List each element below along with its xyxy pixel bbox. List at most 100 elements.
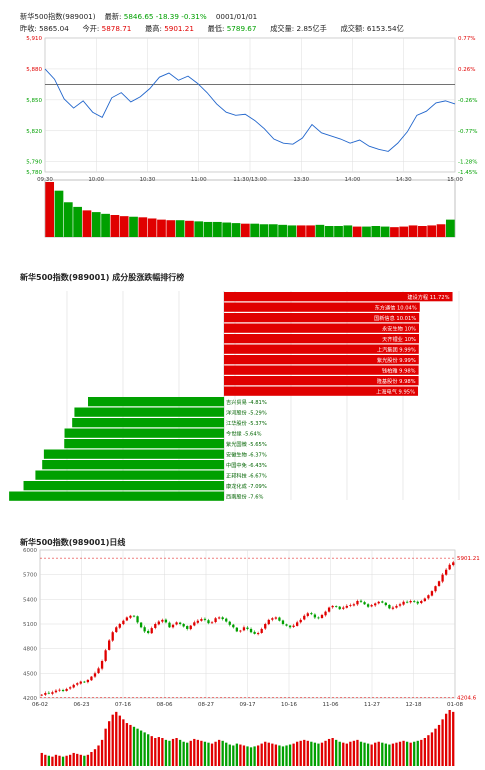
candle-body — [366, 604, 370, 607]
daily-title: 新华500指数(989001)日线 — [20, 538, 126, 547]
candle-body — [278, 617, 281, 621]
candle-body — [352, 604, 356, 606]
candle-body — [264, 624, 267, 629]
candle-body — [210, 622, 214, 624]
ranking-label: 洋河股份 -5.29% — [226, 408, 267, 416]
ranking-bar — [224, 313, 420, 323]
daily-volume-bar — [264, 741, 267, 766]
candle-body — [391, 607, 395, 609]
intraday-volume-bar — [73, 206, 82, 237]
intraday-right-tick: 0.26% — [458, 67, 475, 73]
intraday-left-tick: 5,780 — [26, 170, 42, 176]
daily-volume-bar — [427, 735, 430, 766]
candle-body — [104, 650, 107, 661]
daily-volume-bar — [47, 755, 51, 766]
candle-body — [207, 620, 210, 624]
candle-body — [303, 615, 306, 620]
daily-volume-bar — [331, 738, 334, 766]
daily-high-label: 5901.21 — [457, 556, 480, 562]
daily-volume-bar — [189, 740, 192, 766]
prev-close-value: 5865.04 — [39, 24, 69, 33]
daily-x-tick: 01-08 — [447, 702, 463, 708]
daily-volume-bar — [207, 742, 210, 766]
candle-body — [171, 624, 175, 628]
daily-volume-bar — [285, 745, 288, 766]
candle-body — [76, 683, 79, 685]
intraday-volume-bar — [445, 219, 455, 237]
daily-y-tick: 4200 — [23, 696, 37, 702]
candle-body — [288, 625, 292, 628]
daily-volume-bar — [221, 740, 224, 766]
intraday-volume-bar — [157, 219, 166, 237]
daily-volume-bar — [161, 738, 164, 766]
intraday-volume-bar — [213, 221, 222, 237]
candle-body — [54, 690, 58, 693]
daily-volume-bar — [288, 744, 292, 766]
candle-body — [409, 600, 412, 603]
daily-volume-bar — [143, 732, 146, 766]
candle-body — [65, 688, 68, 691]
candle-body — [196, 620, 199, 623]
daily-volume-bar — [196, 739, 199, 766]
candle-body — [186, 626, 189, 629]
ranking-bar — [72, 418, 224, 428]
daily-volume-bar — [402, 740, 405, 766]
candle-body — [136, 616, 139, 623]
index-name: 新华500指数(989001) — [20, 12, 96, 21]
daily-volume-bar — [182, 741, 185, 766]
ranking-label: 钱柏雅 9.98% — [382, 366, 416, 374]
daily-volume-bar — [253, 746, 256, 766]
daily-volume-bar — [434, 728, 437, 766]
candle-body — [235, 627, 239, 632]
daily-volume-bar — [359, 741, 363, 766]
intraday-volume-frame — [44, 179, 456, 238]
ranking-bar — [43, 449, 225, 459]
daily-low-label: 4204.6 — [457, 696, 477, 702]
daily-volume-bar — [349, 741, 352, 766]
daily-volume-bar — [292, 743, 295, 766]
daily-x-tick: 08-27 — [198, 702, 214, 708]
daily-volume-bar — [448, 710, 451, 766]
candle-body — [377, 601, 380, 604]
candle-body — [129, 615, 132, 618]
daily-volume-bar — [423, 738, 427, 766]
daily-volume-bar — [132, 726, 136, 766]
daily-volume-bar — [157, 737, 160, 766]
daily-volume-bar — [391, 743, 395, 766]
candle-body — [370, 605, 373, 607]
daily-volume-bar — [203, 741, 207, 766]
candle-body — [296, 622, 299, 626]
daily-volume-bar — [61, 756, 65, 766]
daily-volume-bar — [168, 740, 171, 766]
ranking-label: 江华股份 -5.37% — [226, 419, 267, 427]
intraday-volume-bar — [54, 190, 64, 237]
daily-volume-bar — [97, 745, 100, 766]
ranking-label: 正邦科技 -6.67% — [226, 471, 267, 479]
intraday-volume-bar — [315, 224, 325, 237]
daily-x-tick: 07-16 — [115, 702, 131, 708]
intraday-right-tick: -0.77% — [458, 129, 477, 135]
candle-body — [335, 606, 338, 607]
daily-x-tick: 12-18 — [406, 702, 422, 708]
daily-x-tick: 08-06 — [157, 702, 173, 708]
intraday-right-tick: -0.26% — [458, 98, 477, 104]
daily-volume-bar — [217, 739, 221, 766]
daily-volume-bar — [363, 742, 366, 766]
daily-volume-bar — [281, 746, 285, 766]
intraday-chart: 5,910 0.77% 5,880 0.26% 5,850 -0.26% 5,820 -0.7… — [26, 36, 477, 238]
candle-body — [388, 604, 391, 609]
intraday-volume-bar — [231, 223, 241, 237]
ranking-label: 上海电气 9.95% — [376, 387, 415, 395]
ranking-label: 中国中免 -6.43% — [226, 461, 267, 469]
ranking-label: 建设方程 11.72% — [407, 293, 449, 301]
daily-volume-bar — [370, 744, 373, 766]
daily-volume-bar — [256, 745, 260, 766]
daily-volume-bar — [193, 738, 196, 766]
daily-volume-bar — [409, 742, 412, 766]
candle-body — [395, 605, 398, 608]
latest-value: 5846.65 — [123, 12, 154, 21]
intraday-volume-bar — [101, 213, 110, 237]
candle-body — [189, 625, 192, 630]
candle-body — [175, 622, 178, 625]
daily-volume-bar — [398, 741, 402, 766]
